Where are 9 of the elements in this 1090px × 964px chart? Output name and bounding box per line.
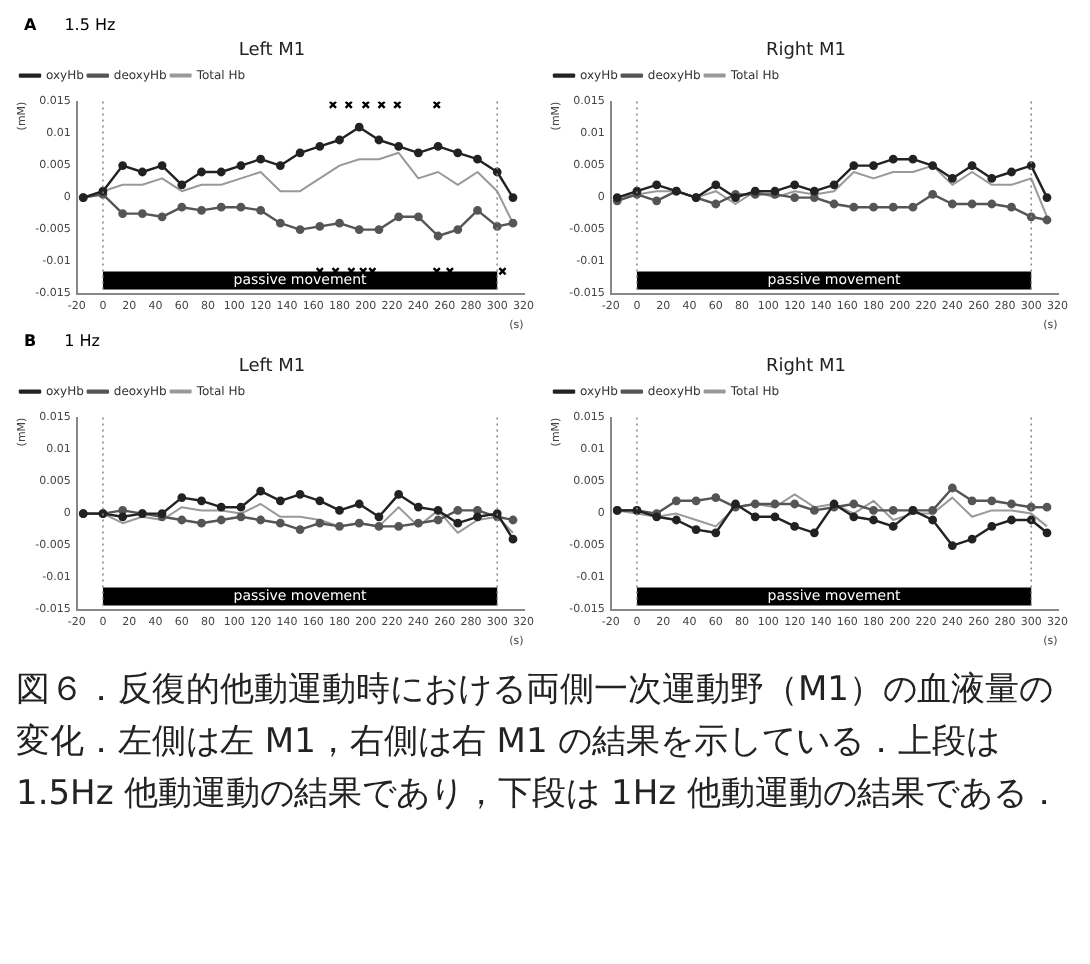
chart-title: Right M1 (765, 41, 847, 62)
text: A (24, 16, 37, 38)
text: 1.5 Hz (64, 16, 116, 38)
caption: 図６．反復的他動運動時における両側一次運動野（M1）の血液量の変化．左側は左 M1，右側は右 M1 の結果を示している．上段は 1.5Hz 他動運動の結果であり，下段は 1Hz 他動運動の結果である． (16, 668, 1063, 818)
text: B (24, 332, 37, 354)
chart-title: Left M1 (238, 357, 306, 378)
chart-title: Right M1 (765, 357, 847, 378)
text: 1 Hz (64, 332, 100, 354)
chart-title: Left M1 (238, 41, 306, 62)
